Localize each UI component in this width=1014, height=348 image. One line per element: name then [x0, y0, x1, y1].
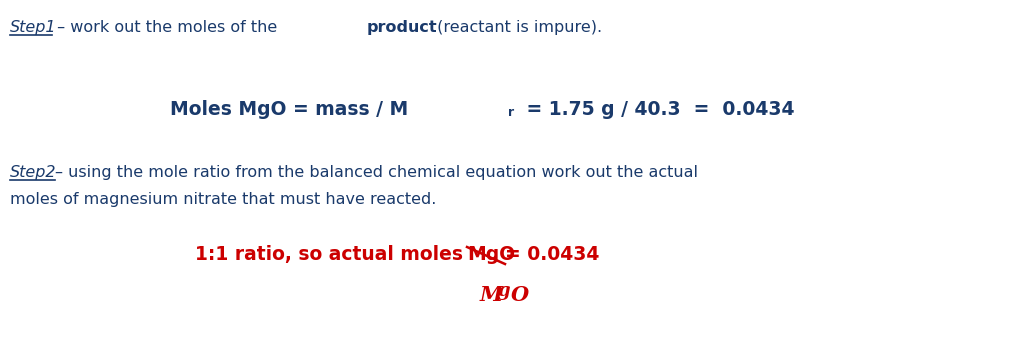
Text: r: r — [508, 106, 514, 119]
Text: = 0.0434: = 0.0434 — [505, 245, 599, 264]
Text: moles of magnesium nitrate that must have reacted.: moles of magnesium nitrate that must hav… — [10, 192, 436, 207]
Text: Moles MgO = mass / M: Moles MgO = mass / M — [170, 100, 409, 119]
Text: M: M — [480, 285, 503, 305]
Text: (reactant is impure).: (reactant is impure). — [432, 20, 602, 35]
Text: O: O — [511, 285, 529, 305]
Text: = 1.75 g / 40.3  =  0.0434: = 1.75 g / 40.3 = 0.0434 — [520, 100, 795, 119]
Text: product: product — [367, 20, 438, 35]
Text: – work out the moles of the: – work out the moles of the — [52, 20, 282, 35]
Text: – using the mole ratio from the balanced chemical equation work out the actual: – using the mole ratio from the balanced… — [55, 165, 698, 180]
Text: Step1: Step1 — [10, 20, 57, 35]
Text: 1:1 ratio, so actual moles: 1:1 ratio, so actual moles — [195, 245, 469, 264]
Text: Step2: Step2 — [10, 165, 57, 180]
Text: g: g — [498, 282, 511, 300]
Text: MgO: MgO — [467, 245, 515, 264]
